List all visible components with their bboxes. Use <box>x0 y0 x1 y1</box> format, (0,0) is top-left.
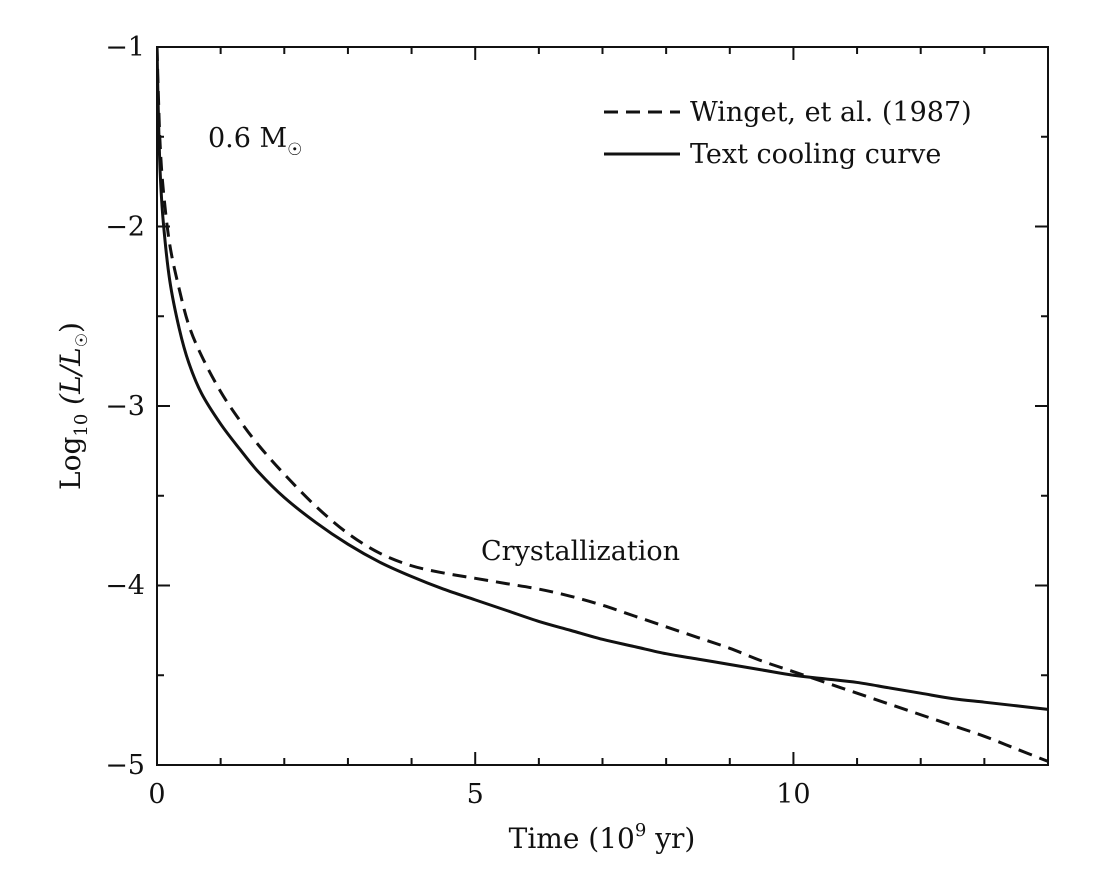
y-axis-label-end: ) <box>54 322 87 333</box>
y-tick-label: −2 <box>105 212 145 243</box>
y-axis-label: Log10 (L/L☉) <box>54 322 92 490</box>
x-axis-label-tail: yr) <box>646 822 695 855</box>
y-tick-label: −1 <box>105 32 145 63</box>
x-tick-label: 5 <box>467 779 484 810</box>
x-axis-label-exponent: 9 <box>635 820 646 841</box>
y-tick-label: −5 <box>105 750 145 781</box>
axis-ticks <box>156 46 1049 766</box>
solar-symbol: ☉ <box>287 140 302 160</box>
y-tick-label: −3 <box>105 391 145 422</box>
y-axis-solar-symbol: ☉ <box>72 333 91 347</box>
y-axis-label-subscript: 10 <box>71 414 92 437</box>
legend-label-text-curve: Text cooling curve <box>690 139 941 170</box>
x-tick-label: 0 <box>148 779 165 810</box>
legend: Winget, et al. (1987) Text cooling curve <box>604 97 972 170</box>
y-axis-label-tail: (L/L <box>54 347 87 413</box>
mass-annotation: 0.6 M☉ <box>208 123 302 160</box>
mass-annotation-value: 0.6 M <box>208 123 287 154</box>
series-layer <box>157 47 1048 763</box>
x-axis-label: Time (109 yr) <box>509 820 696 855</box>
crystallization-annotation: Crystallization <box>481 536 680 567</box>
y-axis-label-base: Log <box>54 437 87 490</box>
x-axis-label-base: Time (10 <box>509 822 635 855</box>
legend-label-winget: Winget, et al. (1987) <box>690 97 972 128</box>
y-tick-label: −4 <box>105 571 145 602</box>
series-line-text-cooling <box>157 47 1048 711</box>
series-line-winget <box>157 47 1048 763</box>
axis-tick-labels: 0 5 10 −1 −2 −3 −4 −5 <box>105 32 810 810</box>
x-tick-label: 10 <box>776 779 810 810</box>
